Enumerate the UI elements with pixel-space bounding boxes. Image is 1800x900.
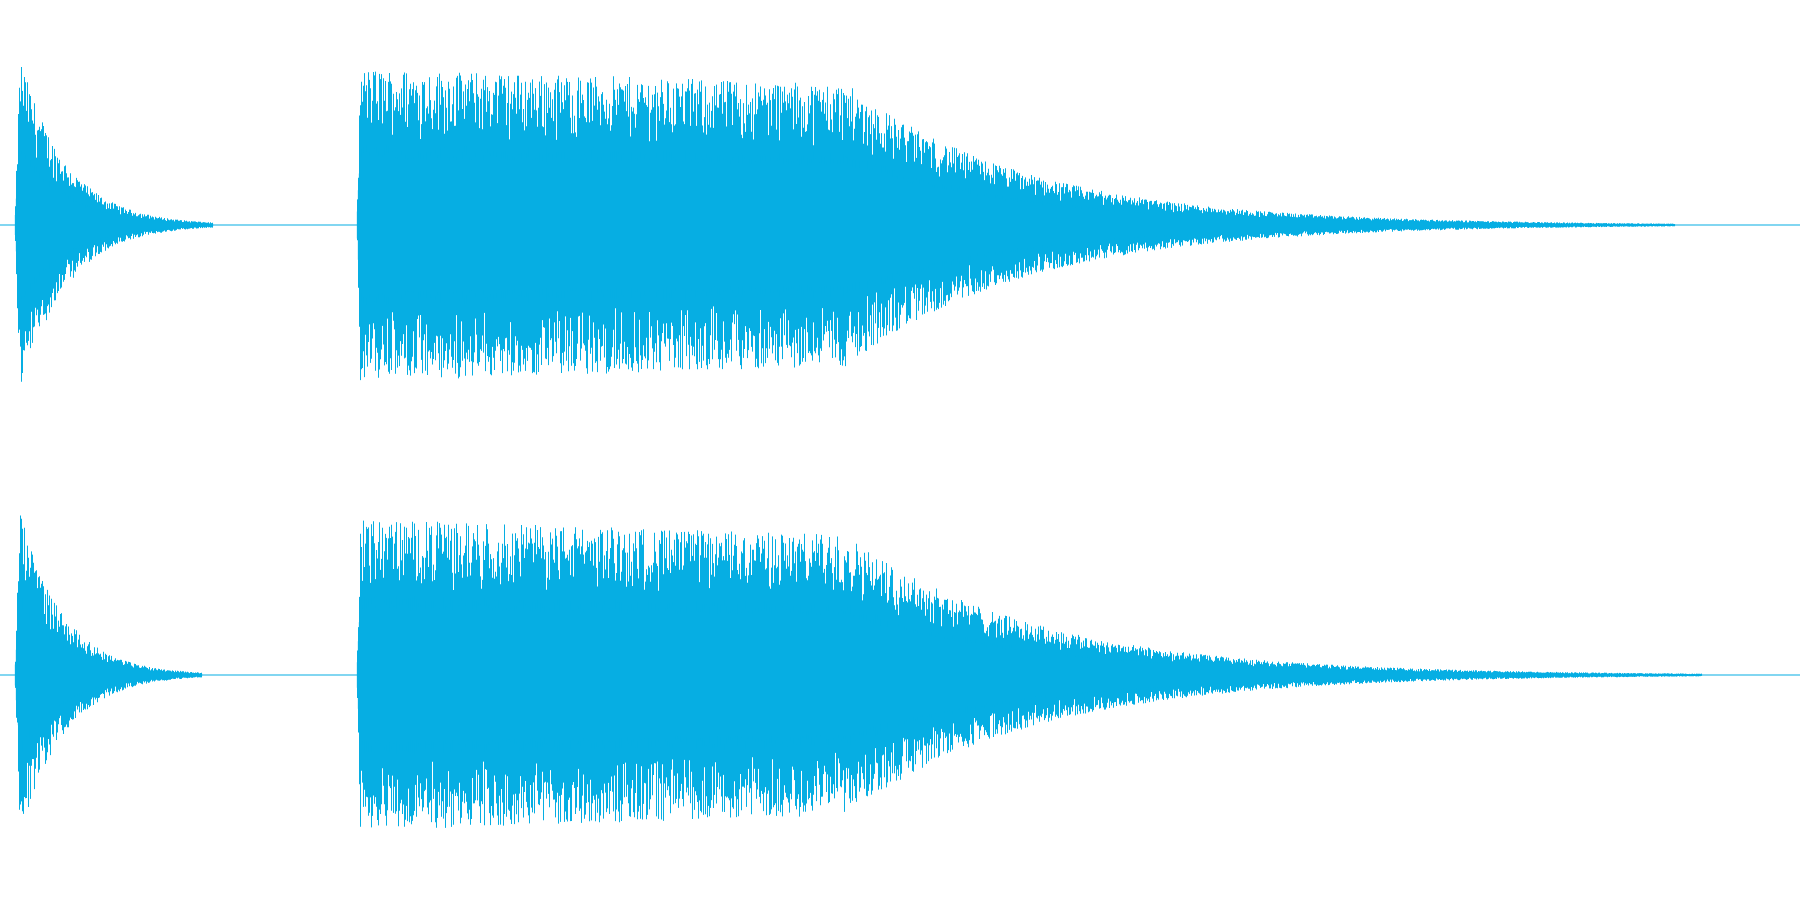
channel-1-body — [14, 141, 1676, 309]
channel-2-body — [14, 591, 1703, 759]
channel-2-waveform — [0, 515, 1800, 828]
channel-1-waveform — [0, 67, 1800, 382]
